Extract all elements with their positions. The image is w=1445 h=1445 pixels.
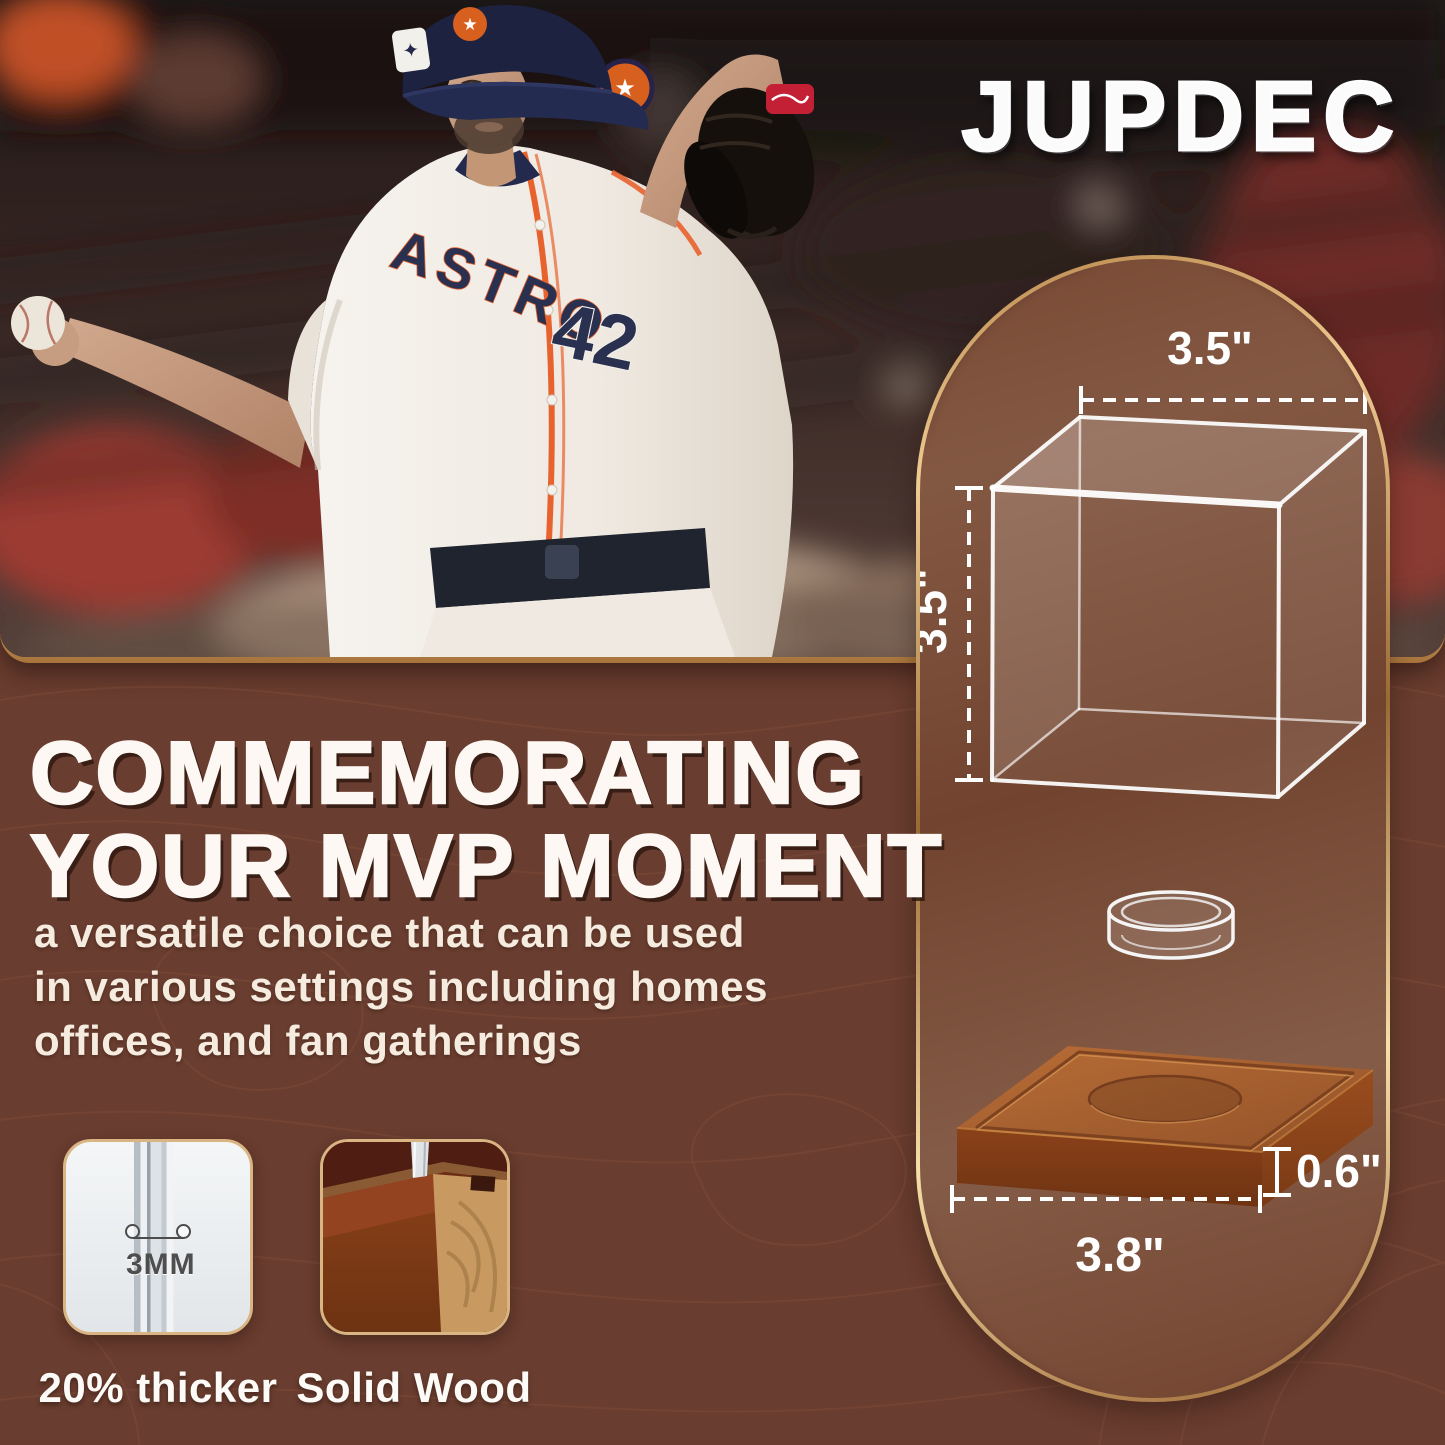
- headline: COMMEMORATING YOUR MVP MOMENT: [29, 723, 944, 915]
- dimension-label-base-width: 3.8": [1075, 1229, 1164, 1282]
- measure-endpoint-icon: [176, 1224, 191, 1239]
- extended-arm: [11, 296, 310, 468]
- base-width-dimension: [950, 1185, 1262, 1213]
- dimension-label-base-thickness: 0.6": [1296, 1145, 1382, 1197]
- baseball: [11, 296, 65, 350]
- thickness-measure: 3MM: [125, 1224, 196, 1282]
- glove-label: [766, 84, 814, 114]
- base-thickness-dimension: [1263, 1147, 1291, 1197]
- cap-star-logo: ★: [453, 7, 487, 41]
- body-text-line1: a versatile choice that can be used: [34, 909, 745, 956]
- baseball-glove: [684, 84, 815, 239]
- caption-solid-wood: Solid Wood: [296, 1364, 532, 1411]
- svg-text:★: ★: [462, 15, 477, 34]
- measure-endpoint-icon: [125, 1224, 140, 1239]
- player-head: ★ ✦: [392, 5, 649, 187]
- product-panel-surface: 3.5" 3.5": [920, 259, 1386, 1398]
- cube-width-dimension: [1079, 386, 1367, 414]
- cube-height-dimension: [955, 486, 983, 782]
- baseball-cap: ★ ✦: [392, 5, 649, 130]
- contour-lines: [0, 673, 1445, 1445]
- wood-corner-image: [323, 1142, 507, 1332]
- svg-text:✦: ✦: [401, 39, 421, 63]
- thumbnail-acrylic-thickness: 3MM: [63, 1139, 253, 1335]
- dimension-label-cube-height: 3.5": [920, 568, 956, 654]
- glove-arm: [640, 54, 815, 239]
- body-text-line2: in various settings including homes: [34, 963, 768, 1010]
- jersey-number: 42: [545, 287, 645, 388]
- acrylic-ring: [1107, 890, 1235, 960]
- measure-line: [125, 1223, 191, 1239]
- thumbnail-solid-wood: [320, 1139, 510, 1335]
- cap-patch: ✦: [392, 27, 430, 73]
- dimensions-diagram: 3.5" 3.5": [920, 322, 1382, 1282]
- product-panel: 3.5" 3.5": [916, 255, 1390, 1402]
- body-text-line3: offices, and fan gatherings: [34, 1017, 582, 1064]
- body-text: a versatile choice that can be used in v…: [34, 906, 768, 1068]
- acrylic-cube: [989, 415, 1367, 799]
- wood-base: [956, 1046, 1374, 1207]
- dimension-label-cube-width: 3.5": [1167, 322, 1253, 374]
- brand-logo: JUPDEC: [960, 60, 1401, 173]
- headline-line1: COMMEMORATING: [29, 723, 866, 822]
- caption-thicker: 20% thicker: [38, 1364, 278, 1411]
- thickness-value: 3MM: [126, 1248, 196, 1281]
- headline-line2: YOUR MVP MOMENT: [29, 816, 944, 915]
